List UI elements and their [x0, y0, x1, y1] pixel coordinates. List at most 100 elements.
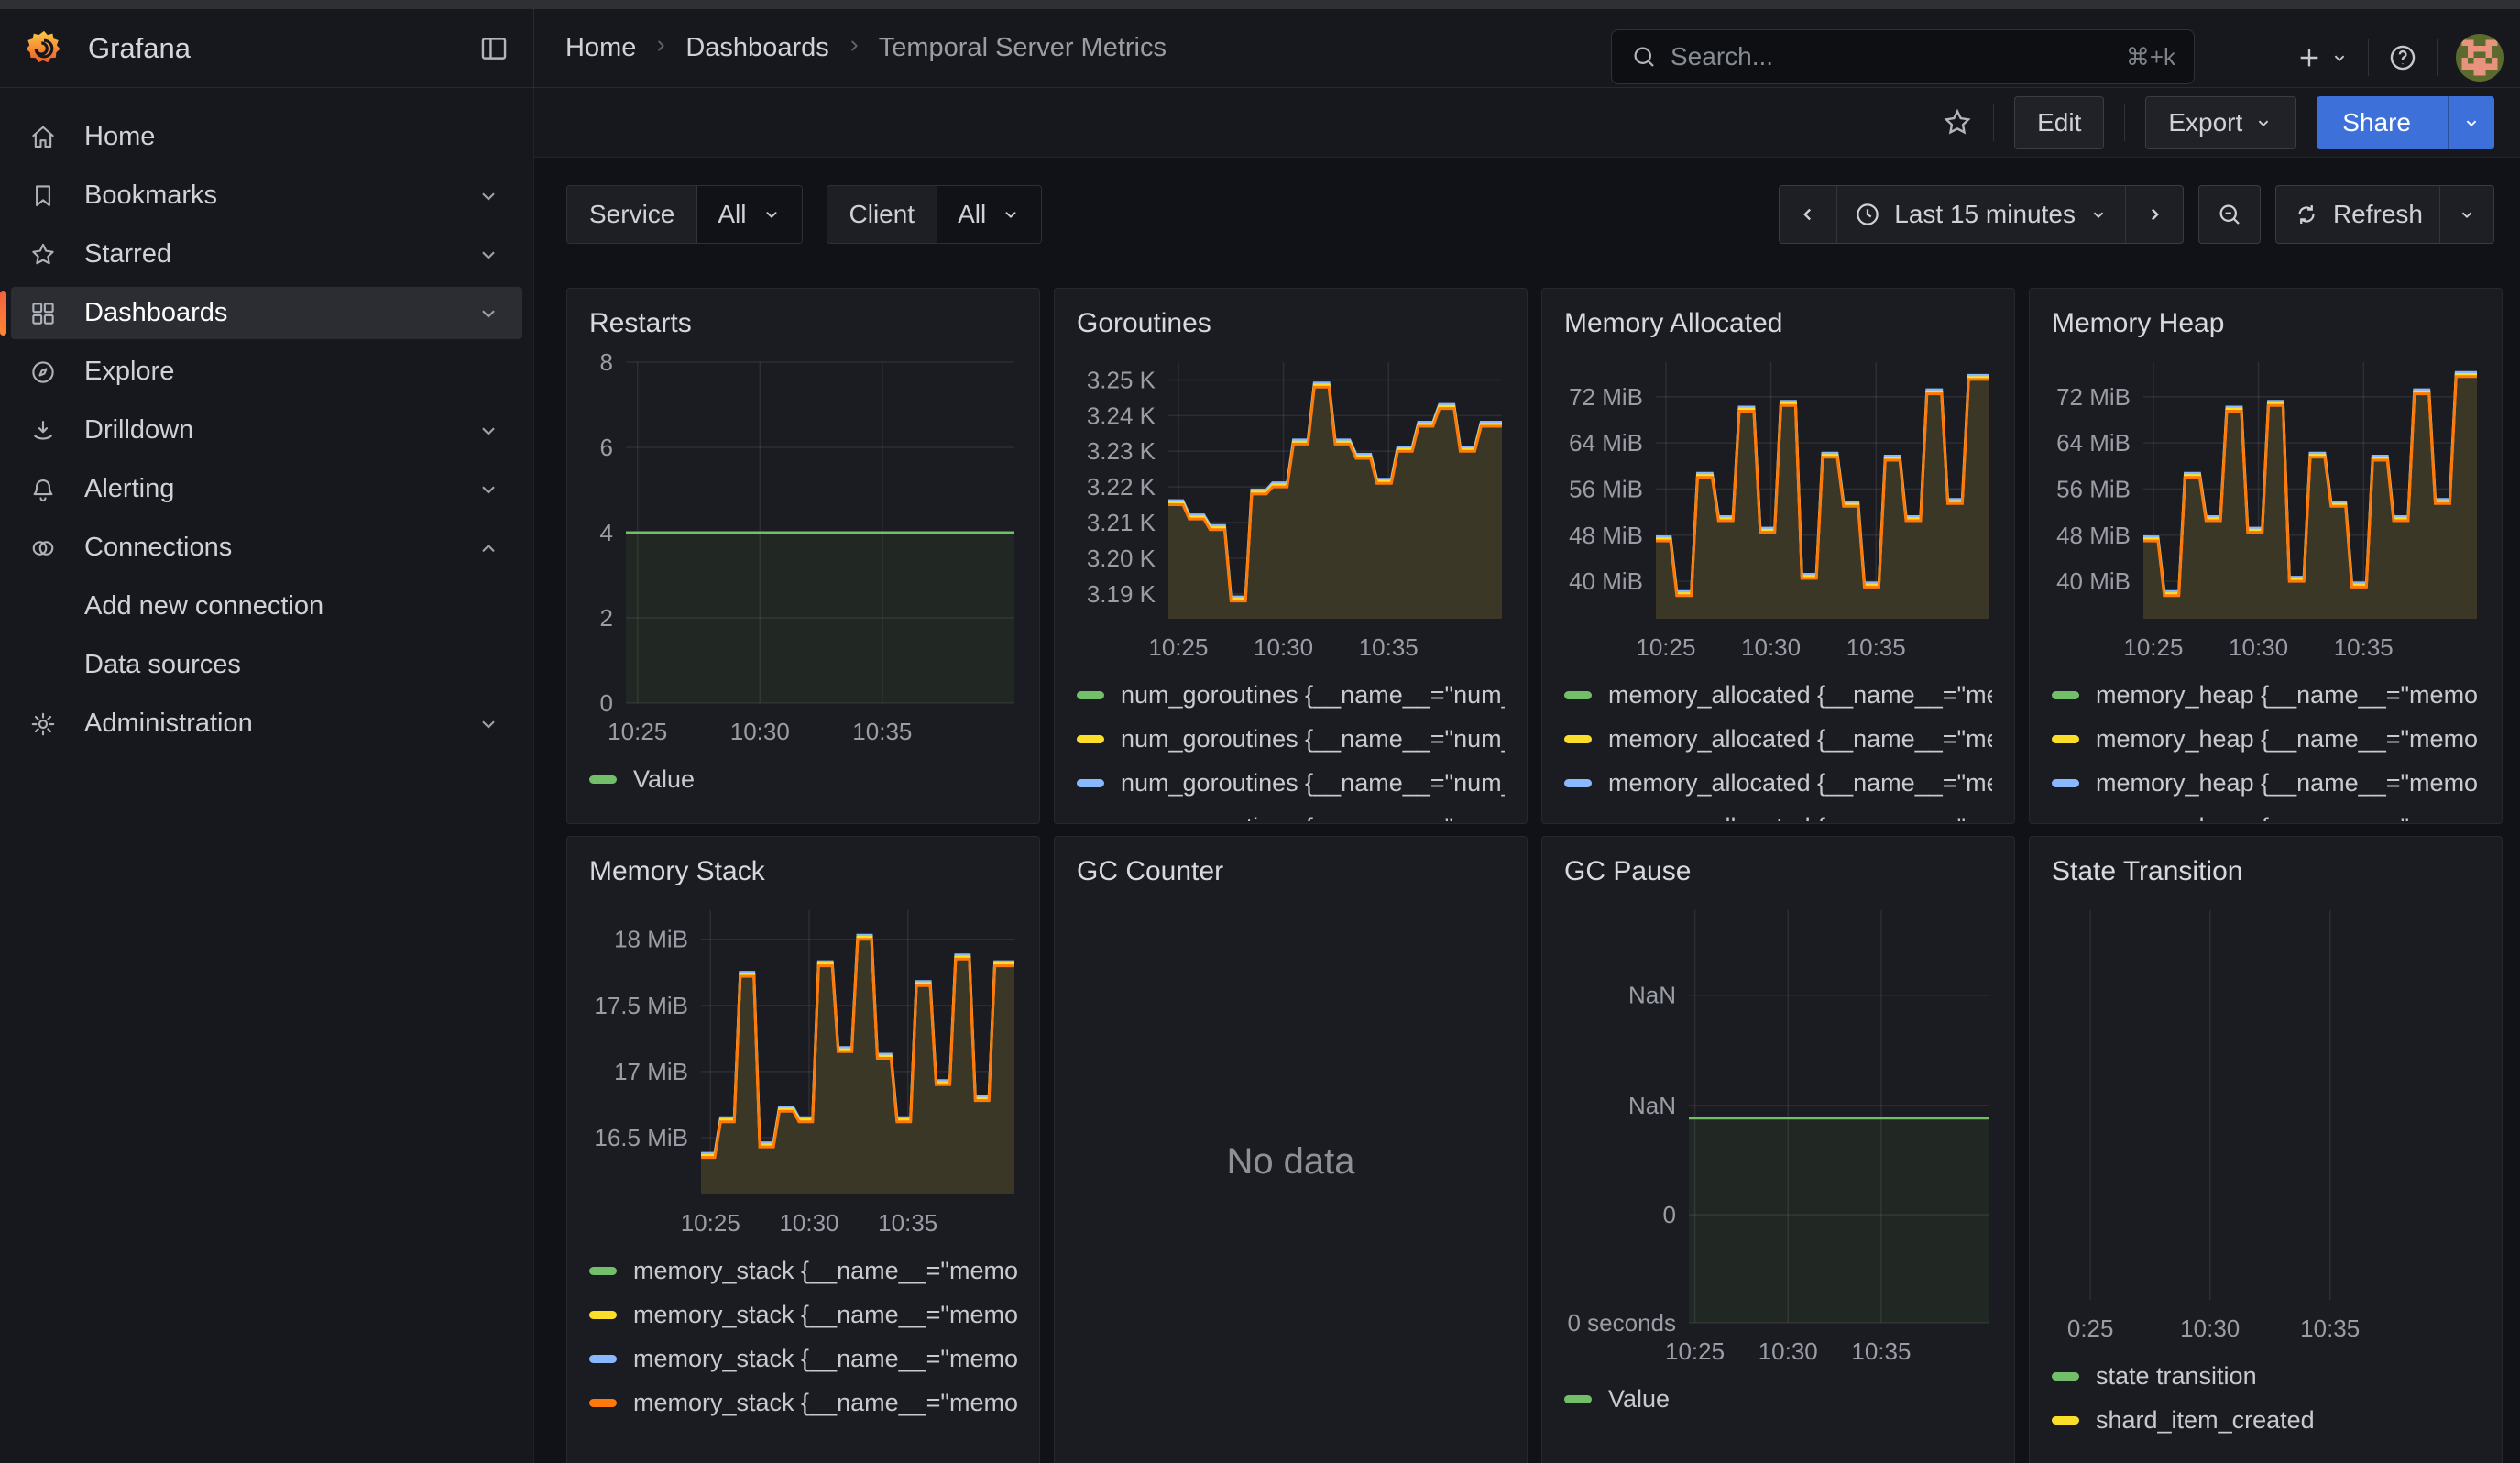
legend-item[interactable]: memory_allocated {__name__="memc: [1564, 805, 1992, 822]
zoom-out-button[interactable]: [2199, 186, 2260, 243]
time-shift-back-button[interactable]: [1780, 186, 1838, 243]
sidebar-item-explore[interactable]: Explore: [11, 346, 522, 398]
dashboard-controls: Service All Client All Last 15 minutes: [566, 185, 2494, 244]
legend-item[interactable]: num_goroutines {__name__="num_go: [1077, 717, 1505, 761]
breadcrumb-item-dashboards[interactable]: Dashboards: [685, 33, 829, 62]
edit-button[interactable]: Edit: [2014, 95, 2105, 149]
filter-label: Service: [567, 186, 698, 243]
panel-title-gc-pause[interactable]: GC Pause: [1564, 856, 1692, 886]
sidebar-item-connections[interactable]: Connections: [11, 522, 522, 574]
chevron-down-icon[interactable]: [477, 419, 500, 443]
chevron-down-icon[interactable]: [477, 302, 500, 325]
sidebar-item-add-new-connection[interactable]: Add new connection: [11, 580, 522, 632]
panel-title-goroutines[interactable]: Goroutines: [1077, 308, 1211, 338]
share-button[interactable]: Share: [2317, 95, 2494, 149]
star-icon: [32, 243, 54, 264]
user-avatar[interactable]: [2456, 34, 2504, 82]
panel-title-memory-stack[interactable]: Memory Stack: [589, 856, 765, 886]
filter-value-dropdown[interactable]: All: [697, 186, 802, 243]
sidebar-item-dashboards[interactable]: Dashboards: [0, 287, 522, 339]
time-range-picker: Last 15 minutes: [1779, 185, 2184, 244]
time-range-button[interactable]: Last 15 minutes: [1837, 186, 2126, 243]
svg-text:10:35: 10:35: [852, 718, 912, 745]
legend-item[interactable]: memory_heap {__name__="memory_h: [2052, 805, 2480, 822]
legend-item[interactable]: memory_allocated {__name__="memc: [1564, 717, 1992, 761]
favorite-star-icon[interactable]: [1942, 107, 1973, 138]
sidebar-item-drilldown[interactable]: Drilldown: [11, 404, 522, 456]
chevron-down-icon[interactable]: [477, 243, 500, 267]
legend-item[interactable]: Value: [589, 757, 1017, 801]
time-shift-forward-button[interactable]: [2126, 186, 2183, 243]
chevron-right-icon: [2151, 208, 2159, 221]
legend-series-label: memory_allocated {__name__="memc: [1608, 724, 1992, 753]
legend-series-label: memory_stack {__name__="memory_s: [633, 1256, 1017, 1284]
share-menu-chevron[interactable]: [2448, 95, 2494, 149]
svg-text:10:25: 10:25: [1636, 633, 1695, 661]
drilldown-icon: [34, 420, 52, 440]
legend-item[interactable]: memory_stack {__name__="memory_s: [589, 1380, 1017, 1424]
filter-value-dropdown[interactable]: All: [937, 186, 1042, 243]
legend-item[interactable]: memory_heap {__name__="memory_h: [2052, 761, 2480, 805]
panel-title-gc-counter[interactable]: GC Counter: [1077, 856, 1224, 886]
chevDown-icon: [1005, 212, 1016, 218]
legend-series-label: memory_allocated {__name__="memc: [1608, 813, 1992, 822]
chevDown-icon: [482, 720, 495, 728]
breadcrumb-section: Home Dashboards Temporal Server Metrics: [534, 33, 2520, 63]
chevron-down-icon: [2334, 55, 2345, 62]
legend-item[interactable]: memory_heap {__name__="memory_h: [2052, 717, 2480, 761]
chevron-down-icon[interactable]: [477, 478, 500, 501]
breadcrumb-item-home[interactable]: Home: [565, 33, 637, 62]
export-button[interactable]: Export: [2145, 95, 2297, 149]
legend-item[interactable]: memory_heap {__name__="memory_h: [2052, 673, 2480, 717]
panel-title-memory-heap[interactable]: Memory Heap: [2052, 308, 2225, 338]
sidebar-item-data-sources[interactable]: Data sources: [11, 639, 522, 691]
chart-state-transition: 0:25 10:30 10:35: [2067, 910, 2360, 1342]
grafana-logo-icon[interactable]: [24, 28, 64, 69]
legend-item[interactable]: shard_item_created: [2052, 1398, 2480, 1442]
sidebar-item-alerting[interactable]: Alerting: [11, 463, 522, 515]
refresh-button[interactable]: Refresh: [2276, 186, 2440, 243]
legend-item[interactable]: memory_allocated {__name__="memc: [1564, 761, 1992, 805]
legend-item[interactable]: memory_allocated {__name__="memc: [1564, 673, 1992, 717]
refresh-group: Refresh: [2274, 185, 2494, 244]
sidebar-item-label: Bookmarks: [84, 181, 218, 210]
sidebar-item-bookmarks[interactable]: Bookmarks: [11, 170, 522, 222]
star-icon: [29, 241, 57, 269]
chevron-up-icon[interactable]: [477, 536, 500, 560]
legend-item[interactable]: num_goroutines {__name__="num_go: [1077, 805, 1505, 822]
legend-item[interactable]: memory_stack {__name__="memory_s: [589, 1248, 1017, 1292]
svg-text:10:35: 10:35: [878, 1209, 937, 1237]
legend-memory-stack: memory_stack {__name__="memory_s memory_…: [589, 1248, 1017, 1424]
sidebar-item-starred[interactable]: Starred: [11, 228, 522, 280]
legend-item[interactable]: num_goroutines {__name__="num_go: [1077, 673, 1505, 717]
legend-series-marker: [589, 1310, 617, 1319]
legend-item[interactable]: Value: [1564, 1377, 1992, 1421]
panel-title-memory-allocated[interactable]: Memory Allocated: [1564, 308, 1783, 338]
legend-series-marker: [2052, 778, 2079, 787]
search-input[interactable]: Search... ⌘+k: [1611, 29, 2195, 84]
sidebar-toggle-icon[interactable]: [478, 33, 509, 64]
help-icon[interactable]: [2387, 42, 2418, 73]
chevron-down-icon[interactable]: [477, 184, 500, 208]
refresh-interval-chevron[interactable]: [2440, 186, 2493, 243]
chevDown-icon: [482, 486, 495, 493]
chevron-down-icon: [2466, 120, 2477, 126]
sidebar-item-administration[interactable]: Administration: [11, 698, 522, 750]
legend-item[interactable]: memory_stack {__name__="memory_s: [589, 1292, 1017, 1336]
panel-title-restarts[interactable]: Restarts: [589, 308, 692, 338]
legend-item[interactable]: state transition: [2052, 1354, 2480, 1398]
legend-series-marker: [1564, 1394, 1592, 1403]
svg-text:56 MiB: 56 MiB: [1569, 475, 1643, 502]
legend-series-label: memory_heap {__name__="memory_h: [2096, 813, 2480, 822]
legend-item[interactable]: memory_stack {__name__="memory_s: [589, 1336, 1017, 1380]
add-button[interactable]: [2295, 43, 2350, 72]
divider: [2368, 39, 2369, 76]
svg-text:6: 6: [600, 434, 613, 461]
sidebar-item-home[interactable]: Home: [11, 111, 522, 163]
chevron-down-icon[interactable]: [477, 712, 500, 736]
panel-title-state-transition[interactable]: State Transition: [2052, 856, 2243, 886]
window-title-strip: [0, 0, 2520, 9]
panel-goroutines: Goroutines 3.25 K 3.24 K 3.23 K 3.22 K 3.21 K…: [1054, 288, 1528, 824]
sidebar-item-label: Alerting: [84, 474, 175, 503]
legend-item[interactable]: num_goroutines {__name__="num_go: [1077, 761, 1505, 805]
